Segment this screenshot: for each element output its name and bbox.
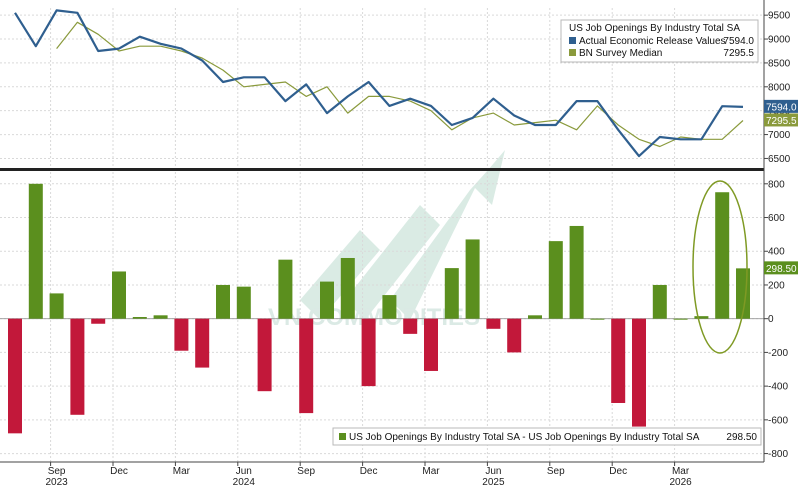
bar bbox=[174, 318, 189, 351]
x-tick-label: Dec bbox=[609, 466, 627, 477]
x-tick-label: Mar bbox=[672, 466, 690, 477]
bar bbox=[444, 268, 459, 319]
diff-value-box-text: 298.50 bbox=[766, 264, 797, 275]
legend-swatch-diff bbox=[339, 433, 346, 440]
bar bbox=[569, 225, 584, 319]
bar bbox=[382, 295, 397, 319]
panel-separator bbox=[0, 168, 764, 171]
bar bbox=[8, 318, 22, 434]
top-legend: US Job Openings By Industry Total SA Act… bbox=[560, 19, 759, 63]
bar bbox=[195, 318, 210, 368]
x-year-label: 2023 bbox=[45, 477, 68, 487]
x-tick-label: Jun bbox=[236, 466, 252, 477]
bottom-y-tick-label: -600 bbox=[768, 415, 788, 426]
line-chart-grid bbox=[0, 8, 764, 168]
bar bbox=[465, 239, 480, 319]
survey-value-box: 7295.5 bbox=[764, 113, 798, 127]
bottom-y-tick-label: 400 bbox=[768, 247, 785, 258]
bar bbox=[715, 192, 730, 319]
x-tick-label: Dec bbox=[110, 466, 128, 477]
legend-label-survey: BN Survey Median bbox=[579, 48, 662, 59]
bar bbox=[632, 318, 646, 427]
diff-value-box: 298.50 bbox=[764, 261, 798, 275]
highlight-ellipse bbox=[692, 180, 748, 354]
bar bbox=[299, 318, 314, 414]
bar bbox=[611, 318, 626, 403]
legend-value-actual: 7594.0 bbox=[723, 36, 754, 47]
x-tick-label: Sep bbox=[48, 466, 66, 477]
bottom-y-tick-label: -800 bbox=[768, 449, 788, 460]
bar bbox=[673, 318, 688, 320]
bottom-y-tick-label: -200 bbox=[768, 348, 788, 359]
bar bbox=[28, 183, 43, 319]
bar bbox=[652, 284, 667, 319]
legend-label-actual: Actual Economic Release Values bbox=[579, 36, 726, 47]
x-year-label: 2026 bbox=[669, 477, 692, 487]
bottom-y-tick-label: -400 bbox=[768, 382, 788, 393]
actual-value-box: 7594.0 bbox=[764, 99, 798, 113]
bar bbox=[320, 281, 334, 319]
bar bbox=[424, 318, 438, 371]
top-y-tick-label: 7000 bbox=[768, 130, 791, 141]
survey-line bbox=[56, 21, 744, 148]
bar bbox=[361, 318, 376, 387]
bottom-y-tick-label: 600 bbox=[768, 213, 785, 224]
line-series bbox=[14, 9, 744, 158]
legend-swatch-survey bbox=[569, 49, 576, 56]
top-y-tick-label: 9000 bbox=[768, 35, 791, 46]
bar bbox=[132, 317, 147, 319]
bar bbox=[91, 318, 106, 324]
bar bbox=[694, 316, 709, 319]
actual-line bbox=[14, 9, 744, 158]
legend-swatch-actual bbox=[569, 37, 576, 44]
x-tick-label: Jun bbox=[485, 466, 501, 477]
bottom-y-tick-label: 200 bbox=[768, 280, 785, 291]
bar bbox=[486, 318, 501, 329]
top-y-tick-label: 9500 bbox=[768, 11, 791, 22]
bar bbox=[278, 259, 293, 319]
bar bbox=[153, 315, 168, 319]
x-year-label: 2025 bbox=[482, 477, 505, 487]
legend-label-diff: US Job Openings By Industry Total SA - U… bbox=[349, 432, 700, 443]
top-chart-title: US Job Openings By Industry Total SA bbox=[569, 23, 740, 34]
bar bbox=[216, 284, 230, 319]
x-year-label: 2024 bbox=[233, 477, 256, 487]
bar bbox=[236, 286, 251, 319]
bottom-y-tick-label: 800 bbox=[768, 179, 785, 190]
x-tick-label: Sep bbox=[297, 466, 315, 477]
x-tick-label: Dec bbox=[360, 466, 378, 477]
bar bbox=[257, 318, 272, 392]
actual-value-box-text: 7594.0 bbox=[766, 102, 797, 113]
bar bbox=[507, 318, 522, 353]
bar bbox=[590, 318, 605, 320]
bar bbox=[548, 241, 563, 319]
bottom-y-tick-label: 0 bbox=[768, 314, 774, 325]
right-axis: 6500700075008000850090009500-800-600-400… bbox=[763, 0, 798, 462]
bar bbox=[112, 271, 126, 319]
bottom-legend: US Job Openings By Industry Total SA - U… bbox=[332, 427, 762, 446]
legend-value-diff: 298.50 bbox=[726, 432, 757, 443]
bar-series bbox=[8, 183, 750, 434]
legend-value-survey: 7295.5 bbox=[723, 48, 754, 59]
top-y-tick-label: 6500 bbox=[768, 154, 791, 165]
bar bbox=[49, 293, 64, 319]
top-y-tick-label: 8000 bbox=[768, 82, 791, 93]
survey-value-box-text: 7295.5 bbox=[766, 116, 797, 127]
x-tick-label: Sep bbox=[547, 466, 565, 477]
x-tick-label: Mar bbox=[173, 466, 191, 477]
bar bbox=[403, 318, 418, 334]
bar bbox=[70, 318, 85, 415]
bar bbox=[528, 315, 542, 319]
top-y-tick-label: 8500 bbox=[768, 58, 791, 69]
x-tick-label: Mar bbox=[422, 466, 440, 477]
bar bbox=[340, 257, 355, 319]
